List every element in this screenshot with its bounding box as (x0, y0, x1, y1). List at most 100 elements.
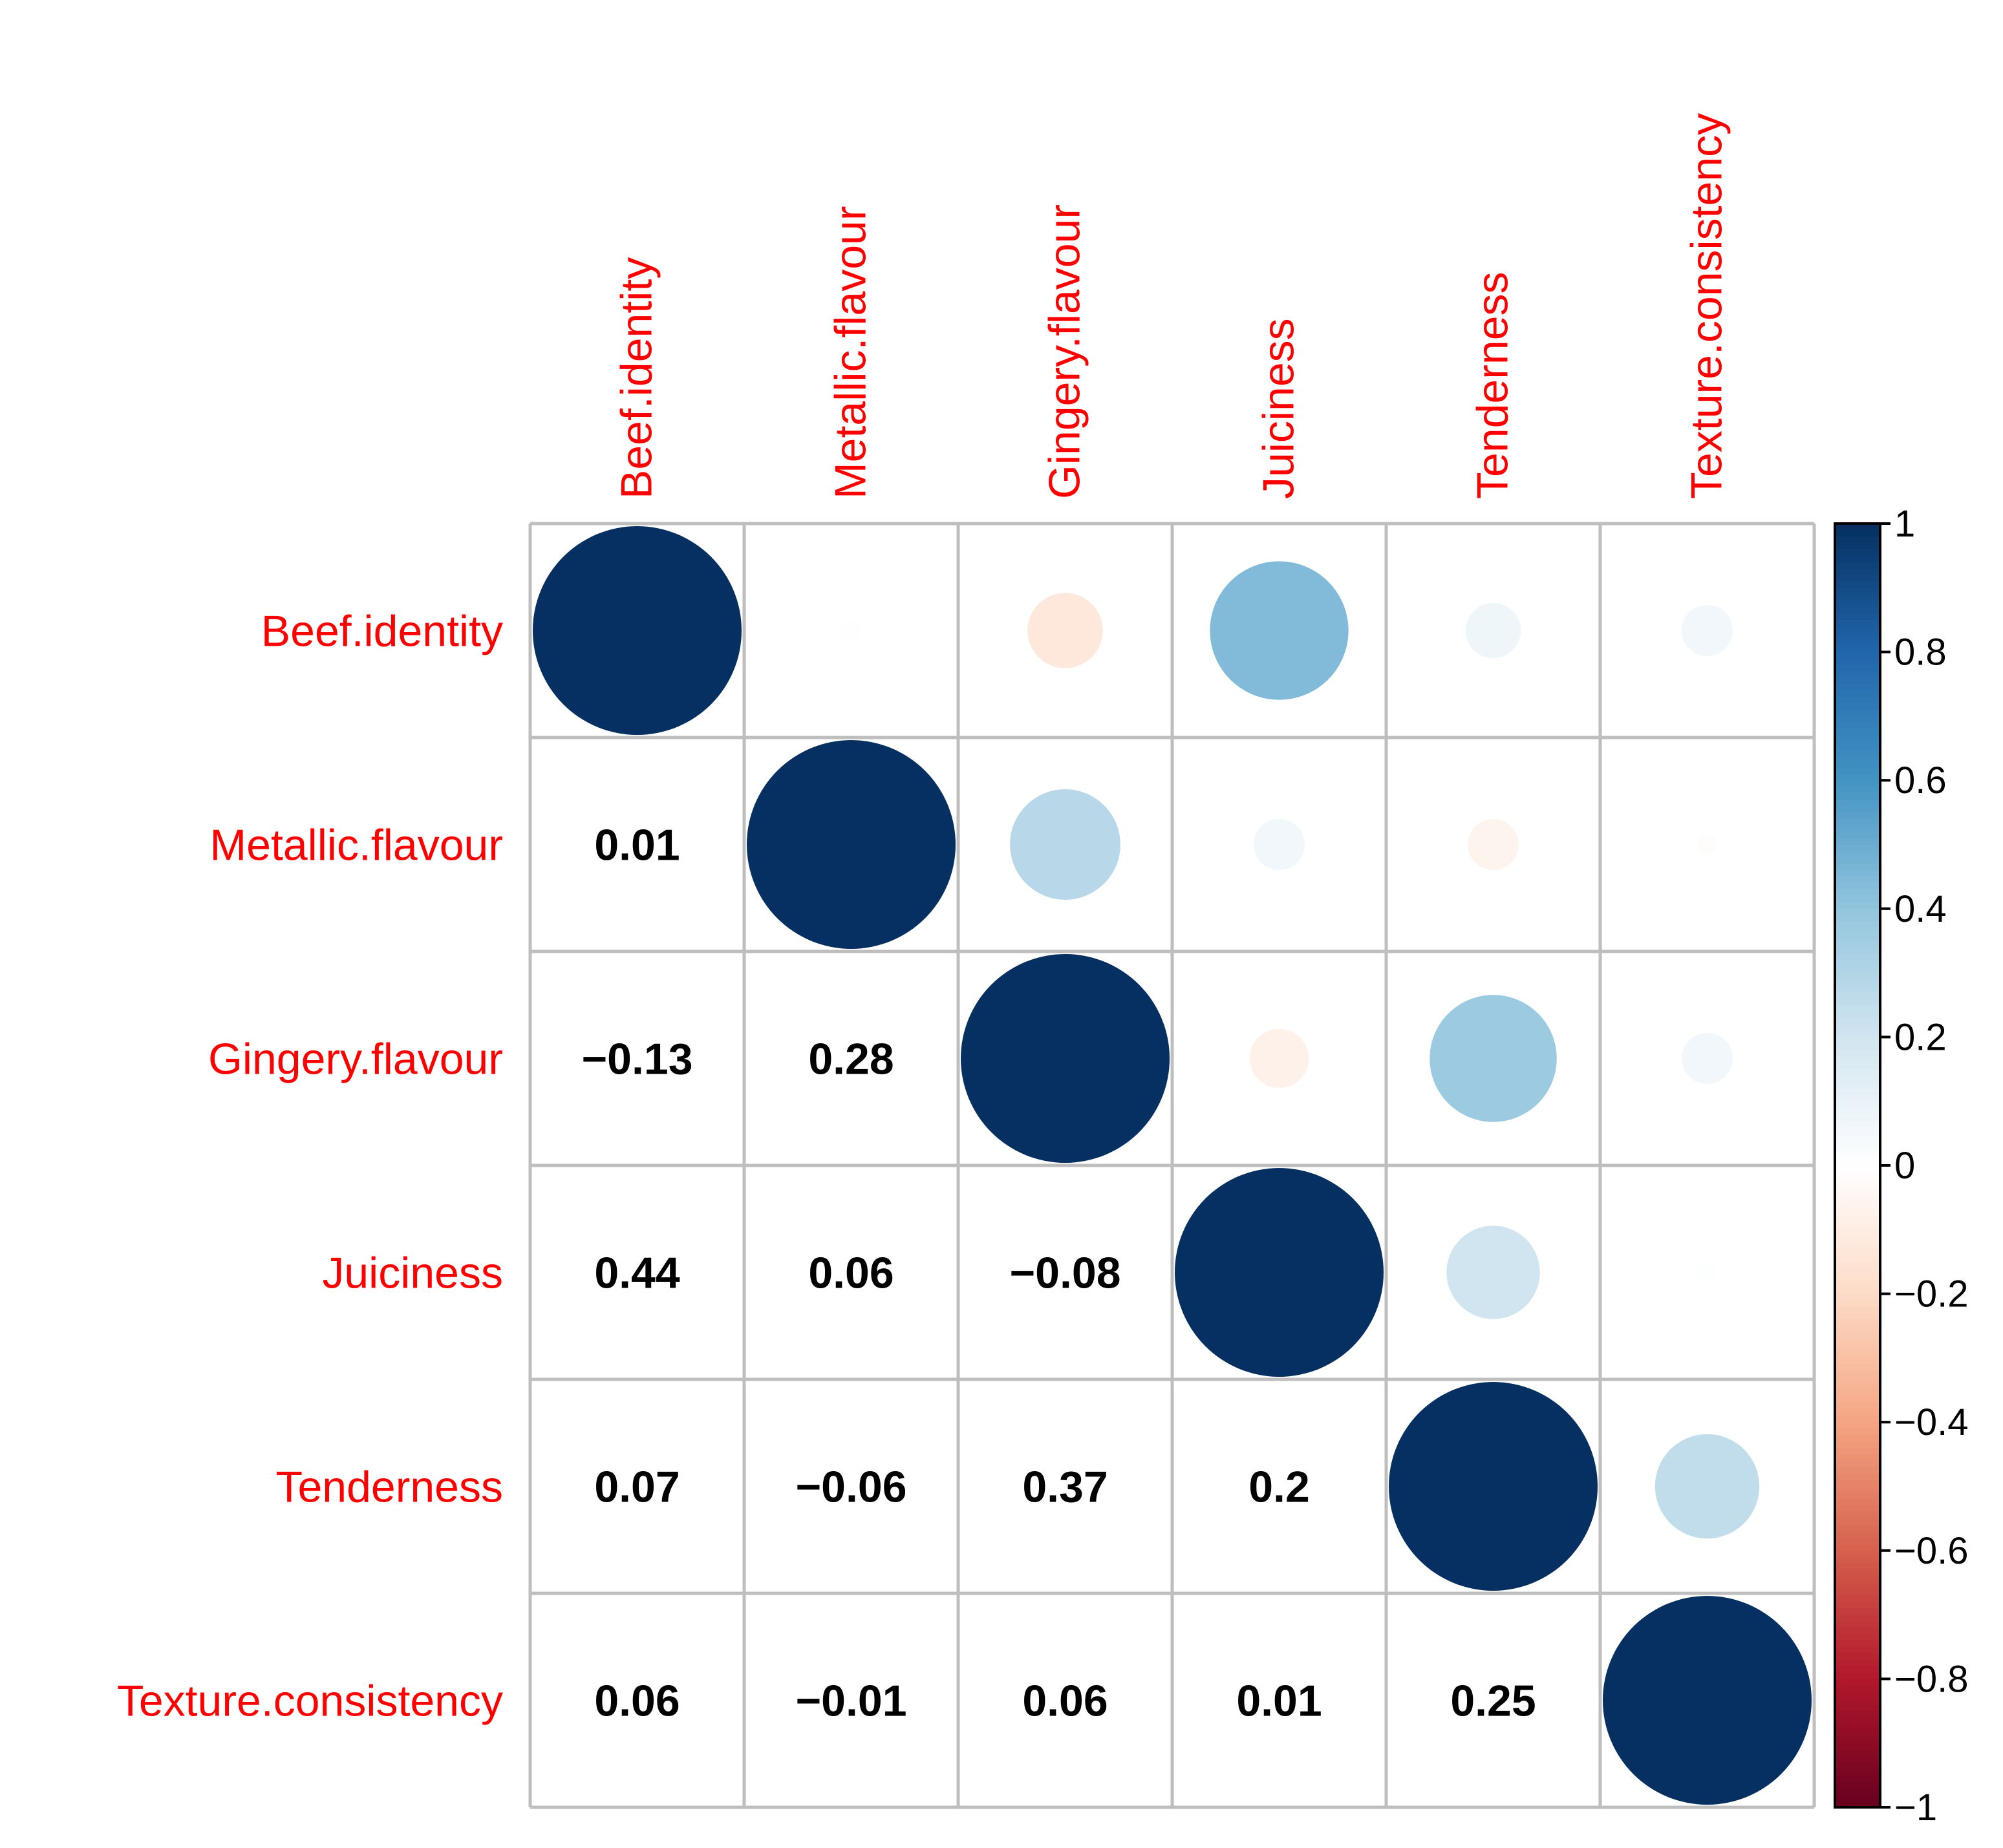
colorbar-segment (1835, 728, 1880, 736)
correlation-circle (1175, 1168, 1384, 1377)
colorbar-segment (1835, 684, 1880, 692)
correlation-value: 0.06 (808, 1249, 894, 1298)
colorbar-segment (1835, 915, 1880, 922)
correlation-circle (1467, 818, 1519, 871)
colorbar-segment (1835, 1383, 1880, 1391)
colorbar-segment (1835, 671, 1880, 679)
correlation-value: 0.37 (1022, 1463, 1108, 1512)
correlation-circle (1389, 1382, 1598, 1591)
colorbar-segment (1835, 735, 1880, 743)
colorbar-segment (1835, 1075, 1880, 1083)
colorbar-segment (1835, 1711, 1880, 1718)
correlation-value: 0.01 (1236, 1677, 1322, 1726)
colorbar-segment (1835, 851, 1880, 858)
colorbar-segment (1835, 1582, 1880, 1590)
row-label: Tenderness (275, 1463, 503, 1512)
colorbar-segment (1835, 864, 1880, 871)
colorbar-segment (1835, 857, 1880, 865)
colorbar-segment (1835, 1659, 1880, 1667)
colorbar-segment (1835, 697, 1880, 705)
colorbar-segment (1835, 1749, 1880, 1757)
colorbar-segment (1835, 985, 1880, 993)
colorbar-segment (1835, 973, 1880, 981)
colorbar-segment (1835, 1736, 1880, 1744)
colorbar-segment (1835, 1692, 1880, 1699)
colorbar-tick-label: 0.6 (1894, 759, 1947, 802)
colorbar-segment (1835, 831, 1880, 839)
colorbar-segment (1835, 870, 1880, 878)
correlation-circle (1027, 593, 1103, 668)
colorbar-segment (1835, 844, 1880, 852)
colorbar-segment (1835, 1063, 1880, 1070)
colorbar-tick-label: −0.6 (1894, 1530, 1969, 1572)
colorbar-segment (1835, 934, 1880, 942)
correlation-circle (1249, 1028, 1309, 1089)
colorbar-segment (1835, 1460, 1880, 1468)
colorbar-segment (1835, 1640, 1880, 1648)
colorbar-segment (1835, 562, 1880, 569)
colorbar-segment (1835, 1081, 1880, 1089)
colorbar-segment (1835, 1723, 1880, 1731)
colorbar-segment (1835, 1287, 1880, 1295)
correlation-value: 0.06 (594, 1677, 680, 1726)
correlation-value: −0.06 (795, 1463, 906, 1512)
colorbar-segment (1835, 1293, 1880, 1301)
colorbar-segment (1835, 1705, 1880, 1712)
colorbar-segment (1835, 1409, 1880, 1417)
colorbar-tick-label: 0.2 (1894, 1016, 1947, 1058)
colorbar-segment (1835, 1280, 1880, 1288)
colorbar-segment (1835, 774, 1880, 781)
colorbar-segment (1835, 1556, 1880, 1564)
colorbar-segment (1835, 677, 1880, 685)
colorbar-segment (1835, 741, 1880, 749)
colorbar-segment (1835, 1595, 1880, 1603)
colorbar-segment (1835, 1011, 1880, 1019)
colorbar-segment (1835, 902, 1880, 909)
colorbar-segment (1835, 1377, 1880, 1385)
colorbar-segment (1835, 658, 1880, 666)
colorbar-segment (1835, 575, 1880, 582)
colorbar-segment (1835, 1345, 1880, 1352)
correlation-circle (1465, 602, 1521, 659)
correlation-circle (1210, 561, 1349, 700)
colorbar-segment (1835, 1351, 1880, 1359)
colorbar-segment (1835, 1525, 1880, 1533)
colorbar-segment (1835, 953, 1880, 961)
colorbar-segment (1835, 992, 1880, 999)
colorbar-segment (1835, 1569, 1880, 1577)
correlation-circle (747, 740, 956, 949)
colorbar-segment (1835, 1435, 1880, 1442)
colorbar-segment (1835, 1178, 1880, 1185)
colorbar-segment (1835, 1396, 1880, 1404)
colorbar-segment (1835, 626, 1880, 633)
colorbar-segment (1835, 1326, 1880, 1333)
correlation-value: 0.25 (1450, 1677, 1536, 1726)
correlation-value: −0.08 (1009, 1249, 1120, 1298)
colorbar-segment (1835, 1191, 1880, 1198)
colorbar-segment (1835, 600, 1880, 608)
colorbar-segment (1835, 876, 1880, 884)
colorbar-segment (1835, 1390, 1880, 1397)
colorbar-segment (1835, 1236, 1880, 1244)
colorbar-segment (1835, 1223, 1880, 1231)
colorbar-segment (1835, 1505, 1880, 1513)
correlation-circle (1697, 834, 1718, 855)
colorbar-tick-label: 0.8 (1894, 632, 1947, 674)
colorbar-segment (1835, 1698, 1880, 1706)
colorbar-segment (1835, 966, 1880, 974)
colorbar-segment (1835, 1621, 1880, 1628)
colorbar-segment (1835, 1357, 1880, 1365)
colorbar-segment (1835, 594, 1880, 602)
colorbar-segment (1835, 793, 1880, 800)
correlation-circle (1681, 604, 1733, 657)
colorbar-segment (1835, 1615, 1880, 1622)
colorbar-segment (1835, 1004, 1880, 1012)
correlation-circle (1603, 1596, 1812, 1805)
colorbar-segment (1835, 1204, 1880, 1211)
colorbar-segment (1835, 1775, 1880, 1783)
colorbar-segment (1835, 529, 1880, 537)
colorbar-segment (1835, 1756, 1880, 1763)
colorbar-segment (1835, 1672, 1880, 1680)
colorbar-segment (1835, 568, 1880, 576)
